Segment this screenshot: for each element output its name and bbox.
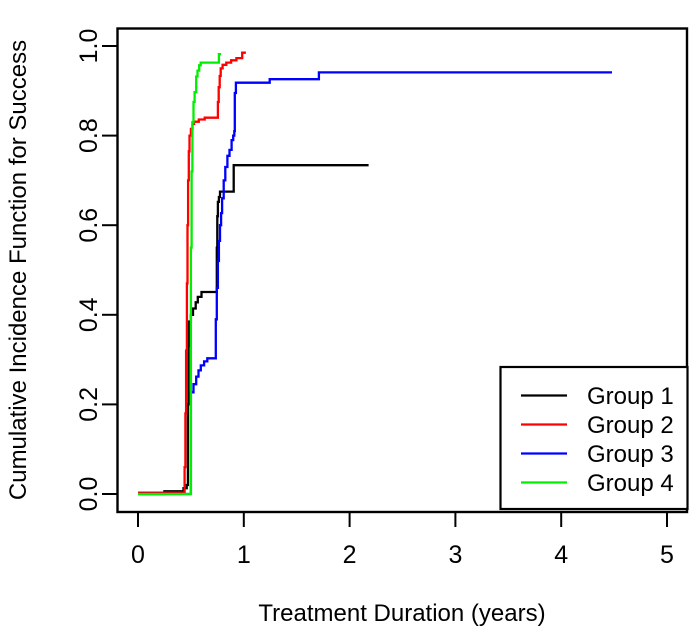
y-tick-label-1.0: 1.0	[75, 29, 103, 64]
y-axis: 0.0 0.2 0.4 0.6 0.8 1.0	[75, 29, 117, 512]
curve-group-2	[138, 51, 246, 494]
legend-label-group-4: Group 4	[587, 470, 674, 497]
curve-group-3	[138, 71, 612, 496]
y-tick-label-0.4: 0.4	[75, 297, 103, 332]
x-tick-label-1: 1	[237, 541, 251, 569]
y-tick-label-0.6: 0.6	[75, 208, 103, 243]
x-tick-label-4: 4	[554, 541, 568, 569]
curve-group-1	[138, 164, 369, 496]
x-tick-label-2: 2	[343, 541, 357, 569]
legend-label-group-3: Group 3	[587, 441, 674, 468]
x-tick-label-3: 3	[448, 541, 462, 569]
x-axis-title: Treatment Duration (years)	[258, 600, 545, 627]
plot-border	[116, 27, 689, 514]
x-tick-label-0: 0	[131, 541, 145, 569]
legend-label-group-1: Group 1	[587, 383, 674, 410]
y-tick-label-0.2: 0.2	[75, 387, 103, 422]
legend-box	[499, 365, 689, 511]
x-tick-label-5: 5	[660, 541, 674, 569]
series-curves	[138, 51, 612, 496]
y-tick-label-0.0: 0.0	[75, 477, 103, 512]
y-axis-title: Cumulative Incidence Function for Succes…	[5, 40, 32, 500]
y-tick-label-0.8: 0.8	[75, 118, 103, 153]
legend-label-group-2: Group 2	[587, 412, 674, 439]
curve-group-4	[138, 52, 222, 496]
x-axis: 0 1 2 3 4 5	[131, 512, 674, 569]
